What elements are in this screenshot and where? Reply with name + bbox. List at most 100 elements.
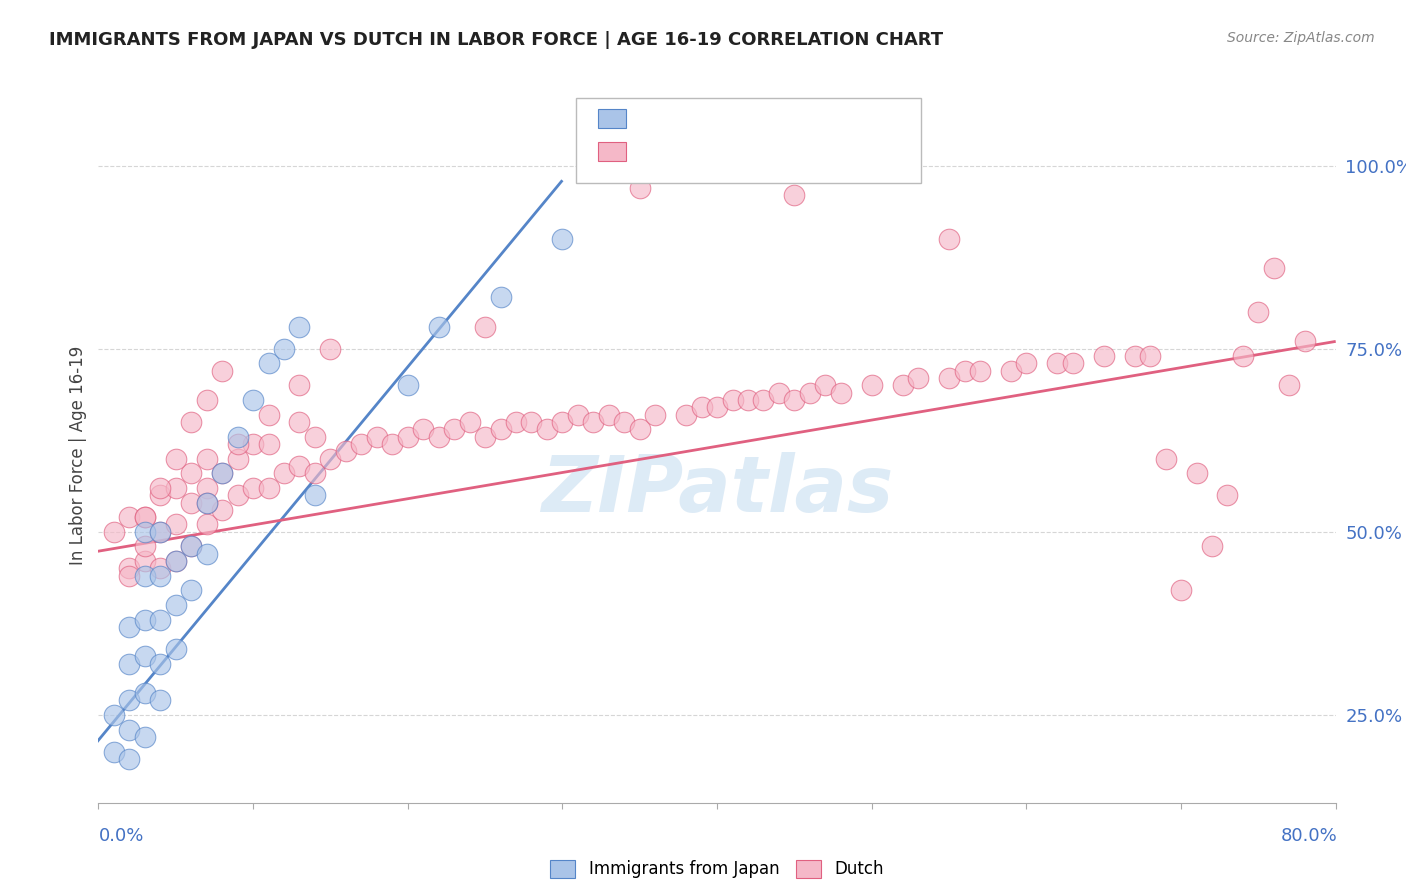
Point bbox=[304, 429, 326, 443]
Point bbox=[536, 422, 558, 436]
Point bbox=[1015, 356, 1038, 370]
Point bbox=[613, 415, 636, 429]
Point bbox=[489, 422, 512, 436]
Point bbox=[412, 422, 434, 436]
Legend: Immigrants from Japan, Dutch: Immigrants from Japan, Dutch bbox=[544, 853, 890, 885]
Text: ZIPatlas: ZIPatlas bbox=[541, 451, 893, 528]
Point bbox=[118, 657, 141, 671]
Point bbox=[628, 422, 651, 436]
Text: 0.665: 0.665 bbox=[668, 108, 720, 126]
Point bbox=[242, 392, 264, 407]
Point bbox=[134, 540, 156, 554]
Point bbox=[180, 495, 202, 509]
Point bbox=[690, 401, 713, 415]
Point bbox=[768, 385, 790, 400]
Point bbox=[134, 568, 156, 582]
Point bbox=[165, 554, 187, 568]
Point bbox=[366, 429, 388, 443]
Point bbox=[396, 429, 419, 443]
Text: R =: R = bbox=[637, 141, 673, 159]
Point bbox=[195, 392, 218, 407]
Point bbox=[195, 495, 218, 509]
Point bbox=[180, 540, 202, 554]
Text: 80.0%: 80.0% bbox=[1281, 827, 1337, 845]
Point bbox=[1263, 261, 1285, 276]
Point bbox=[953, 364, 976, 378]
Point bbox=[273, 467, 295, 481]
Text: Source: ZipAtlas.com: Source: ZipAtlas.com bbox=[1227, 31, 1375, 45]
Point bbox=[226, 451, 249, 466]
Point bbox=[335, 444, 357, 458]
Point bbox=[211, 467, 233, 481]
Point bbox=[814, 378, 837, 392]
Point bbox=[427, 319, 450, 334]
Point bbox=[211, 467, 233, 481]
Point bbox=[149, 524, 172, 539]
Point bbox=[149, 613, 172, 627]
Point bbox=[118, 693, 141, 707]
Point bbox=[1216, 488, 1239, 502]
Point bbox=[134, 613, 156, 627]
Point bbox=[1123, 349, 1146, 363]
Text: 0.423: 0.423 bbox=[668, 141, 721, 159]
Point bbox=[1062, 356, 1084, 370]
Point bbox=[288, 415, 311, 429]
Point bbox=[567, 408, 589, 422]
Point bbox=[242, 437, 264, 451]
Point bbox=[118, 620, 141, 634]
Y-axis label: In Labor Force | Age 16-19: In Labor Force | Age 16-19 bbox=[69, 345, 87, 565]
Point bbox=[149, 568, 172, 582]
Point bbox=[319, 451, 342, 466]
Point bbox=[1092, 349, 1115, 363]
Point bbox=[752, 392, 775, 407]
Point bbox=[891, 378, 914, 392]
Point bbox=[118, 561, 141, 575]
Point bbox=[134, 510, 156, 524]
Point bbox=[1201, 540, 1223, 554]
Point bbox=[103, 524, 125, 539]
Point bbox=[195, 517, 218, 532]
Point bbox=[149, 524, 172, 539]
Point bbox=[350, 437, 373, 451]
Point bbox=[551, 415, 574, 429]
Point bbox=[242, 481, 264, 495]
Point bbox=[443, 422, 465, 436]
Point bbox=[520, 415, 543, 429]
Text: N =: N = bbox=[721, 141, 758, 159]
Point bbox=[134, 554, 156, 568]
Point bbox=[165, 451, 187, 466]
Point bbox=[165, 598, 187, 612]
Point bbox=[1294, 334, 1316, 349]
Point bbox=[149, 657, 172, 671]
Point bbox=[118, 752, 141, 766]
Point bbox=[118, 568, 141, 582]
Text: 36: 36 bbox=[752, 108, 775, 126]
Point bbox=[165, 481, 187, 495]
Point bbox=[103, 707, 125, 722]
Point bbox=[165, 642, 187, 657]
Text: 103: 103 bbox=[752, 141, 787, 159]
Point bbox=[288, 319, 311, 334]
Point bbox=[195, 547, 218, 561]
Point bbox=[288, 458, 311, 473]
Point bbox=[288, 378, 311, 392]
Point bbox=[134, 524, 156, 539]
Point bbox=[304, 488, 326, 502]
Point bbox=[938, 232, 960, 246]
Point bbox=[103, 745, 125, 759]
Point bbox=[1247, 305, 1270, 319]
Point bbox=[1170, 583, 1192, 598]
Point bbox=[180, 583, 202, 598]
Point bbox=[257, 437, 280, 451]
Point bbox=[149, 693, 172, 707]
Point bbox=[675, 408, 697, 422]
Point bbox=[1154, 451, 1177, 466]
Point bbox=[628, 180, 651, 194]
Point bbox=[149, 488, 172, 502]
Point bbox=[226, 488, 249, 502]
Point bbox=[226, 429, 249, 443]
Point bbox=[474, 319, 496, 334]
Point bbox=[149, 561, 172, 575]
Point bbox=[180, 467, 202, 481]
Point bbox=[907, 371, 929, 385]
